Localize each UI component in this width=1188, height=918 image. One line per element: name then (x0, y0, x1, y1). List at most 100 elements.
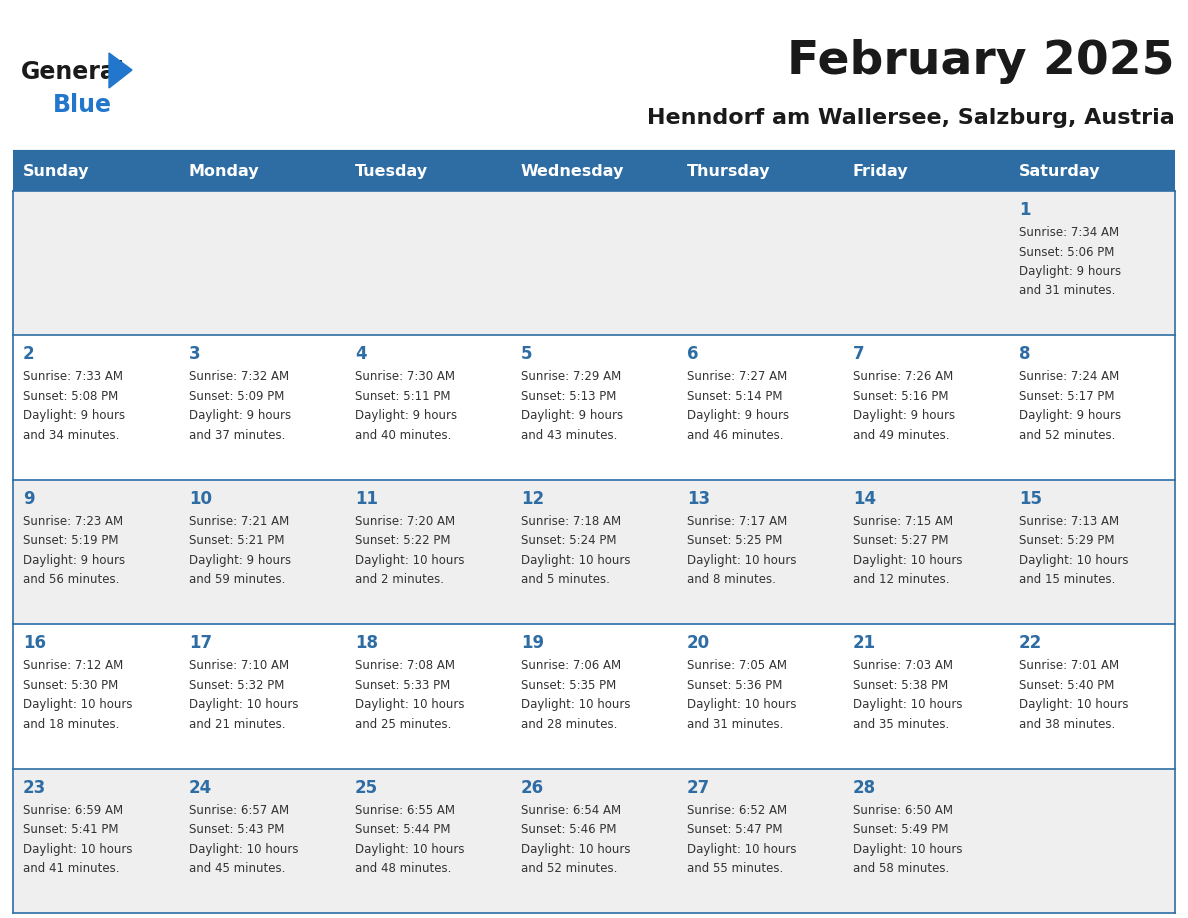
Polygon shape (109, 53, 132, 88)
Text: and 38 minutes.: and 38 minutes. (1019, 718, 1116, 731)
Text: and 12 minutes.: and 12 minutes. (853, 574, 949, 587)
Text: 17: 17 (189, 634, 213, 652)
Text: Daylight: 9 hours: Daylight: 9 hours (355, 409, 457, 422)
Text: Daylight: 10 hours: Daylight: 10 hours (355, 699, 465, 711)
Text: Sunrise: 7:33 AM: Sunrise: 7:33 AM (23, 370, 124, 384)
Text: Daylight: 9 hours: Daylight: 9 hours (23, 554, 125, 566)
Text: Sunset: 5:17 PM: Sunset: 5:17 PM (1019, 390, 1114, 403)
Text: 16: 16 (23, 634, 46, 652)
Text: and 8 minutes.: and 8 minutes. (687, 574, 776, 587)
Text: Daylight: 10 hours: Daylight: 10 hours (355, 843, 465, 856)
Text: Daylight: 10 hours: Daylight: 10 hours (522, 554, 631, 566)
Text: Sunset: 5:06 PM: Sunset: 5:06 PM (1019, 245, 1114, 259)
Text: Sunset: 5:38 PM: Sunset: 5:38 PM (853, 678, 948, 691)
Text: and 56 minutes.: and 56 minutes. (23, 574, 119, 587)
Text: 27: 27 (687, 778, 710, 797)
Text: Daylight: 10 hours: Daylight: 10 hours (189, 699, 298, 711)
Text: Sunrise: 7:01 AM: Sunrise: 7:01 AM (1019, 659, 1119, 672)
Text: Sunset: 5:14 PM: Sunset: 5:14 PM (687, 390, 783, 403)
Text: and 31 minutes.: and 31 minutes. (687, 718, 783, 731)
Text: Sunset: 5:32 PM: Sunset: 5:32 PM (189, 678, 284, 691)
Text: 23: 23 (23, 778, 46, 797)
Text: and 58 minutes.: and 58 minutes. (853, 862, 949, 875)
Text: Sunrise: 6:59 AM: Sunrise: 6:59 AM (23, 803, 124, 817)
Text: Blue: Blue (53, 93, 112, 117)
Text: Sunrise: 7:20 AM: Sunrise: 7:20 AM (355, 515, 455, 528)
Text: 2: 2 (23, 345, 34, 364)
Text: Sunrise: 7:29 AM: Sunrise: 7:29 AM (522, 370, 621, 384)
Text: Sunrise: 7:24 AM: Sunrise: 7:24 AM (1019, 370, 1119, 384)
Text: and 48 minutes.: and 48 minutes. (355, 862, 451, 875)
Bar (13, 191, 1175, 335)
Text: Sunset: 5:09 PM: Sunset: 5:09 PM (189, 390, 284, 403)
Text: February 2025: February 2025 (788, 39, 1175, 84)
Text: Sunrise: 6:54 AM: Sunrise: 6:54 AM (522, 803, 621, 817)
Text: Sunrise: 7:10 AM: Sunrise: 7:10 AM (189, 659, 289, 672)
Text: Sunrise: 7:13 AM: Sunrise: 7:13 AM (1019, 515, 1119, 528)
Text: Sunrise: 6:50 AM: Sunrise: 6:50 AM (853, 803, 953, 817)
Text: and 52 minutes.: and 52 minutes. (522, 862, 618, 875)
Text: Daylight: 10 hours: Daylight: 10 hours (687, 843, 796, 856)
Text: General: General (21, 60, 125, 84)
Text: Sunset: 5:41 PM: Sunset: 5:41 PM (23, 823, 119, 836)
Text: Daylight: 10 hours: Daylight: 10 hours (1019, 554, 1129, 566)
Text: and 49 minutes.: and 49 minutes. (853, 429, 949, 442)
Text: Daylight: 10 hours: Daylight: 10 hours (687, 699, 796, 711)
Text: Sunday: Sunday (23, 164, 89, 179)
Text: Sunset: 5:46 PM: Sunset: 5:46 PM (522, 823, 617, 836)
Text: Thursday: Thursday (687, 164, 771, 179)
Text: Saturday: Saturday (1019, 164, 1100, 179)
Text: Sunset: 5:08 PM: Sunset: 5:08 PM (23, 390, 119, 403)
Text: Daylight: 9 hours: Daylight: 9 hours (189, 409, 291, 422)
Text: Daylight: 10 hours: Daylight: 10 hours (853, 554, 962, 566)
Text: and 2 minutes.: and 2 minutes. (355, 574, 444, 587)
Text: Sunset: 5:40 PM: Sunset: 5:40 PM (1019, 678, 1114, 691)
Text: 4: 4 (355, 345, 367, 364)
Text: Sunset: 5:25 PM: Sunset: 5:25 PM (687, 534, 783, 547)
Text: Sunrise: 7:15 AM: Sunrise: 7:15 AM (853, 515, 953, 528)
Text: Sunset: 5:35 PM: Sunset: 5:35 PM (522, 678, 617, 691)
Text: Sunrise: 7:06 AM: Sunrise: 7:06 AM (522, 659, 621, 672)
Text: 6: 6 (687, 345, 699, 364)
Text: Friday: Friday (853, 164, 909, 179)
Text: Sunrise: 6:55 AM: Sunrise: 6:55 AM (355, 803, 455, 817)
Text: and 41 minutes.: and 41 minutes. (23, 862, 120, 875)
Text: Sunrise: 7:03 AM: Sunrise: 7:03 AM (853, 659, 953, 672)
Text: Tuesday: Tuesday (355, 164, 428, 179)
Text: 3: 3 (189, 345, 201, 364)
Text: 15: 15 (1019, 490, 1042, 508)
Text: Sunset: 5:27 PM: Sunset: 5:27 PM (853, 534, 948, 547)
Text: Daylight: 9 hours: Daylight: 9 hours (1019, 409, 1121, 422)
Text: Sunrise: 7:18 AM: Sunrise: 7:18 AM (522, 515, 621, 528)
Text: Sunrise: 7:12 AM: Sunrise: 7:12 AM (23, 659, 124, 672)
Text: Daylight: 10 hours: Daylight: 10 hours (687, 554, 796, 566)
Text: Sunset: 5:13 PM: Sunset: 5:13 PM (522, 390, 617, 403)
Text: 24: 24 (189, 778, 213, 797)
Text: Sunrise: 7:21 AM: Sunrise: 7:21 AM (189, 515, 289, 528)
Text: Daylight: 9 hours: Daylight: 9 hours (853, 409, 955, 422)
Text: 12: 12 (522, 490, 544, 508)
Text: Sunset: 5:47 PM: Sunset: 5:47 PM (687, 823, 783, 836)
Text: and 52 minutes.: and 52 minutes. (1019, 429, 1116, 442)
Text: 14: 14 (853, 490, 876, 508)
Text: Sunrise: 7:34 AM: Sunrise: 7:34 AM (1019, 226, 1119, 239)
Text: Sunset: 5:30 PM: Sunset: 5:30 PM (23, 678, 119, 691)
Text: Daylight: 10 hours: Daylight: 10 hours (189, 843, 298, 856)
Text: Sunrise: 7:05 AM: Sunrise: 7:05 AM (687, 659, 786, 672)
Text: Sunrise: 7:23 AM: Sunrise: 7:23 AM (23, 515, 124, 528)
Text: and 45 minutes.: and 45 minutes. (189, 862, 285, 875)
Text: Daylight: 10 hours: Daylight: 10 hours (522, 699, 631, 711)
Text: 1: 1 (1019, 201, 1030, 219)
Text: Sunset: 5:21 PM: Sunset: 5:21 PM (189, 534, 284, 547)
Bar (13, 480, 1175, 624)
Text: 9: 9 (23, 490, 34, 508)
Text: Daylight: 10 hours: Daylight: 10 hours (853, 699, 962, 711)
Text: 21: 21 (853, 634, 876, 652)
Text: 8: 8 (1019, 345, 1030, 364)
Text: Sunrise: 7:26 AM: Sunrise: 7:26 AM (853, 370, 953, 384)
Text: and 28 minutes.: and 28 minutes. (522, 718, 618, 731)
Text: Sunrise: 7:30 AM: Sunrise: 7:30 AM (355, 370, 455, 384)
Text: and 43 minutes.: and 43 minutes. (522, 429, 618, 442)
Text: Sunset: 5:49 PM: Sunset: 5:49 PM (853, 823, 948, 836)
Text: and 40 minutes.: and 40 minutes. (355, 429, 451, 442)
